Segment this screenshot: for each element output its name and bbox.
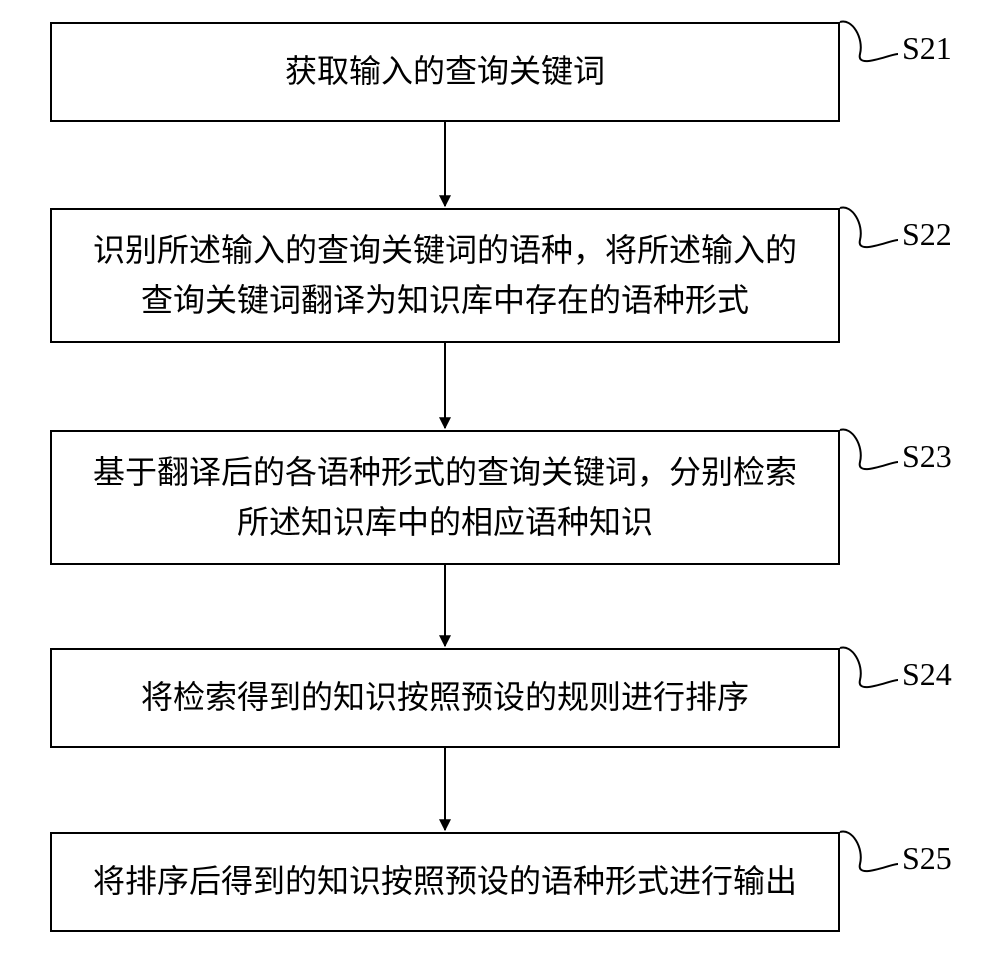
flow-node-n3: 基于翻译后的各语种形式的查询关键词，分别检索 所述知识库中的相应语种知识 (50, 430, 840, 565)
flow-node-n5: 将排序后得到的知识按照预设的语种形式进行输出 (50, 832, 840, 932)
flow-node-text: 识别所述输入的查询关键词的语种，将所述输入的 查询关键词翻译为知识库中存在的语种… (93, 226, 797, 325)
flow-node-n4: 将检索得到的知识按照预设的规则进行排序 (50, 648, 840, 748)
label-connector (840, 21, 898, 61)
step-label-s24: S24 (902, 656, 952, 693)
step-label-s23: S23 (902, 438, 952, 475)
label-connector (840, 647, 898, 687)
label-connector (840, 831, 898, 871)
flow-node-n1: 获取输入的查询关键词 (50, 22, 840, 122)
step-label-s21: S21 (902, 30, 952, 67)
flow-node-text: 将检索得到的知识按照预设的规则进行排序 (141, 673, 749, 723)
flow-node-n2: 识别所述输入的查询关键词的语种，将所述输入的 查询关键词翻译为知识库中存在的语种… (50, 208, 840, 343)
flow-node-text: 获取输入的查询关键词 (285, 47, 605, 97)
label-connector (840, 207, 898, 247)
flow-node-text: 将排序后得到的知识按照预设的语种形式进行输出 (93, 857, 797, 907)
step-label-s22: S22 (902, 216, 952, 253)
step-label-s25: S25 (902, 840, 952, 877)
label-connector (840, 429, 898, 469)
flow-node-text: 基于翻译后的各语种形式的查询关键词，分别检索 所述知识库中的相应语种知识 (93, 448, 797, 547)
flowchart-canvas: 获取输入的查询关键词识别所述输入的查询关键词的语种，将所述输入的 查询关键词翻译… (0, 0, 1000, 953)
